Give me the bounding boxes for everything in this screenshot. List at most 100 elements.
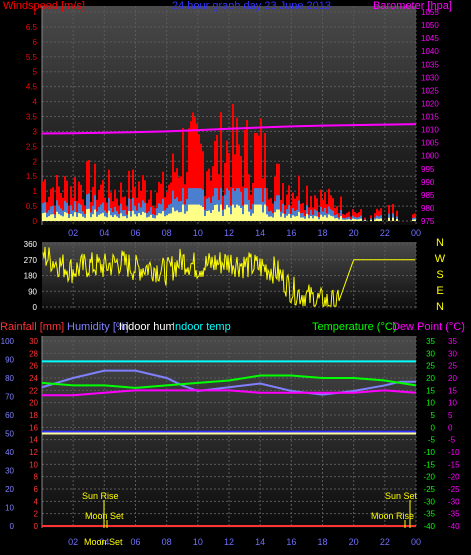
barometer-tick-label: 1025 [421, 86, 439, 95]
direction-tick-label: 270 [24, 256, 38, 265]
barometer-tick-label: 980 [421, 204, 435, 213]
wind-x-tick-label: 00 [411, 228, 421, 238]
compass-label: N [436, 301, 444, 313]
temp-x-tick-label: 08 [162, 537, 172, 547]
dewpoint-tick-label: -5 [448, 436, 456, 445]
moon-set-bottom-label: Moon Set [84, 537, 123, 547]
temperature-axis-label: Temperature (°C) [312, 321, 396, 333]
temp-tick-label: -30 [423, 497, 435, 506]
wind-tick-label: 4.5 [26, 83, 38, 92]
rain-tick-label: 14 [29, 436, 38, 445]
rain-tick-label: 10 [29, 460, 38, 469]
barometer-tick-label: 1050 [421, 21, 439, 30]
indoor-temp-label: Indoor temp [172, 321, 231, 333]
compass-label: S [436, 269, 443, 281]
wind-x-tick-label: 20 [349, 228, 359, 238]
dewpoint-tick-label: -25 [448, 485, 460, 494]
direction-tick-label: 180 [24, 272, 38, 281]
barometer-tick-label: 995 [421, 165, 435, 174]
wind-tick-label: 3 [33, 127, 38, 136]
wind-tick-label: 2.5 [26, 142, 38, 151]
axis-labels: 0 0.5 1 1.5 2 2.5 3 3.5 4 4.5 5 5.5 6 6.5 7 975 980 985 99… [1, 6, 460, 547]
series-line [42, 389, 417, 397]
rain-tick-label: 28 [29, 349, 38, 358]
barometer-tick-label: 1030 [421, 73, 439, 82]
wind-tick-label: 6.5 [26, 23, 38, 32]
humidity-tick-label: 20 [5, 485, 14, 494]
wind-x-tick-label: 16 [286, 228, 296, 238]
rain-tick-label: 8 [34, 473, 39, 482]
barometer-tick-label: 990 [421, 178, 435, 187]
humidity-tick-label: 90 [5, 356, 14, 365]
temp-tick-label: -40 [423, 522, 435, 531]
direction-tick-label: 360 [24, 240, 38, 249]
rain-tick-label: 6 [34, 485, 39, 494]
temp-tick-label: -10 [423, 448, 435, 457]
humidity-tick-label: 10 [5, 504, 14, 513]
rain-tick-label: 18 [29, 411, 38, 420]
barometer-tick-label: 1010 [421, 126, 439, 135]
wind-tick-label: 0.5 [26, 202, 38, 211]
humidity-tick-label: 70 [5, 393, 14, 402]
moon-set-label: Moon Set [85, 511, 124, 521]
dewpoint-axis-label: Dew Point (°C) [392, 321, 465, 333]
barometer-tick-label: 1055 [421, 8, 439, 17]
barometer-tick-label: 1020 [421, 99, 439, 108]
humidity-tick-label: 30 [5, 467, 14, 476]
humidity-tick-label: 80 [5, 374, 14, 383]
temp-tick-label: -15 [423, 460, 435, 469]
rainfall-axis-label: Rainfall [mm] [0, 321, 64, 333]
barometer-tick-label: 985 [421, 191, 435, 200]
wind-tick-label: 6 [33, 38, 38, 47]
barometer-tick-label: 1005 [421, 139, 439, 148]
temp-tick-label: 20 [426, 374, 435, 383]
temp-tick-label: 35 [426, 337, 435, 346]
wind-x-tick-label: 08 [162, 228, 172, 238]
temp-x-tick-label: 12 [224, 537, 234, 547]
compass-label: W [435, 253, 446, 265]
barometer-tick-label: 1035 [421, 60, 439, 69]
temp-tick-label: 10 [426, 399, 435, 408]
barometer-tick-label: 1040 [421, 47, 439, 56]
wind-tick-label: 7 [33, 8, 38, 17]
barometer-line [41, 123, 417, 135]
wind-x-tick-label: 22 [380, 228, 390, 238]
wind-direction-line [42, 246, 415, 307]
compass-label: N [436, 237, 444, 249]
temp-tick-label: 5 [431, 411, 436, 420]
wind-x-tick-label: 02 [68, 228, 78, 238]
sun-set-label: Sun Set [385, 491, 418, 501]
wind-x-tick-label: 10 [193, 228, 203, 238]
barometer-tick-label: 1045 [421, 34, 439, 43]
compass-label: E [436, 285, 443, 297]
wind-tick-label: 5.5 [26, 53, 38, 62]
dewpoint-tick-label: -10 [448, 448, 460, 457]
temp-x-tick-label: 14 [255, 537, 265, 547]
dewpoint-tick-label: 20 [448, 374, 457, 383]
humidity-tick-label: 60 [5, 411, 14, 420]
dewpoint-tick-label: -40 [448, 522, 460, 531]
wind-tick-label: 4 [33, 98, 38, 107]
wind-x-tick-label: 04 [99, 228, 109, 238]
barometer-tick-label: 1015 [421, 113, 439, 122]
humidity-tick-label: 0 [10, 522, 15, 531]
temp-x-tick-label: 20 [349, 537, 359, 547]
direction-tick-label: 90 [28, 287, 37, 296]
moon-rise-label: Moon Rise [371, 511, 414, 521]
dewpoint-tick-label: -15 [448, 460, 460, 469]
dewpoint-tick-label: -30 [448, 497, 460, 506]
wind-x-tick-label: 12 [224, 228, 234, 238]
temp-x-tick-label: 16 [286, 537, 296, 547]
series-line [41, 374, 417, 389]
graph-title: 24 hour graph day 23 June 2013 [172, 0, 331, 12]
temp-tick-label: 15 [426, 386, 435, 395]
dewpoint-tick-label: 5 [448, 411, 453, 420]
barometer-tick-label: 975 [421, 217, 435, 226]
temp-x-tick-label: 10 [193, 537, 203, 547]
temp-x-tick-label: 22 [380, 537, 390, 547]
barometer-axis-label: Barometer [hpa] [373, 0, 452, 12]
sun-rise-label: Sun Rise [82, 491, 119, 501]
windspeed-axis-label: Windspeed [m/s] [3, 0, 85, 12]
